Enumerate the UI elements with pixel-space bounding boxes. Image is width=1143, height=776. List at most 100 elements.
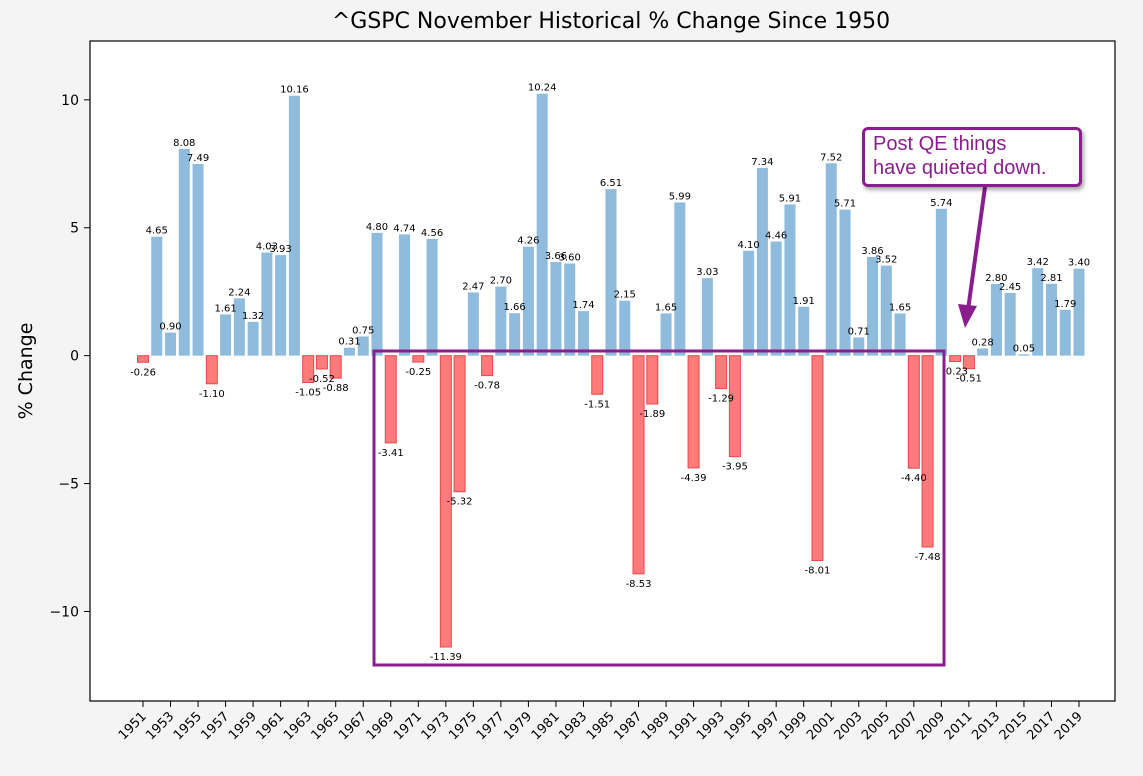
data-label-1984: -1.51 [584,399,610,410]
bar-1995 [743,250,755,356]
bar-2009 [935,208,947,356]
x-tick-label: 1969 [364,709,398,743]
bar-1996 [756,167,768,356]
bar-1994 [728,355,741,458]
bar-1971 [412,355,425,363]
data-label-1979: 4.26 [517,236,539,247]
x-tick-label: 1955 [171,709,205,743]
bar-1965 [329,355,342,379]
data-label-1971: -0.25 [405,367,431,378]
data-label-2006: 1.65 [889,302,911,313]
annotation-callout: Post QE things have quieted down. [862,127,1082,187]
data-label-1983: 1.74 [572,300,594,311]
bar-1970 [399,234,411,356]
data-label-1964: -0.52 [309,374,335,385]
bar-1957 [220,314,232,356]
data-label-1961: 3.93 [270,244,292,255]
data-label-1969: -3.41 [378,448,404,459]
y-axis: −10 −5 0 5 10 [49,93,90,620]
bar-2011 [962,355,975,370]
x-tick-label: 2009 [914,709,948,743]
data-label-1998: 5.91 [779,193,801,204]
data-label-2000: -8.01 [805,566,831,577]
x-tick-label: 1979 [501,709,535,743]
y-tick-label: −10 [49,604,79,620]
data-label-1955: 7.49 [187,153,209,164]
annotation-arrow [958,186,987,328]
data-label-1957: 1.61 [214,303,236,314]
bar-1991 [687,355,700,469]
x-tick-label: 1959 [226,709,260,743]
data-label-2016: 3.42 [1027,257,1049,268]
bar-2013 [990,284,1002,356]
x-tick-label: 1961 [253,709,287,743]
x-tick-label: 2019 [1052,709,1086,743]
data-label-1994: -3.95 [722,462,748,473]
x-tick-label: 2015 [997,709,1031,743]
data-label-1975: 2.47 [462,281,484,292]
bar-1973 [439,355,452,648]
data-label-1989: 1.65 [655,302,677,313]
x-tick-label: 1957 [198,709,232,743]
data-label-2011: -0.51 [956,374,982,385]
data-label-1996: 7.34 [751,157,773,168]
x-tick-label: 1963 [281,709,315,743]
data-label-2010: -0.23 [942,367,968,378]
bar-1984 [591,355,604,395]
bar-1985 [605,189,617,356]
data-label-1982: 3.60 [559,253,581,264]
bar-2000 [811,355,824,562]
bar-2018 [1059,309,1071,356]
bar-1968 [371,232,383,356]
data-label-2015: 0.05 [1013,343,1035,354]
data-label-2005: 3.52 [875,255,897,266]
bar-1978 [509,313,521,356]
bar-1986 [619,300,631,356]
bar-2007 [907,355,920,469]
x-tick-label: 2003 [832,709,866,743]
bar-1969 [384,355,397,444]
bar-1954 [178,148,190,356]
bar-1980 [536,93,548,356]
data-label-1960: 4.03 [256,242,278,253]
data-label-1954: 8.08 [173,138,195,149]
data-label-2007: -4.40 [901,473,927,484]
data-label-1965: -0.88 [323,383,349,394]
x-tick-label: 1993 [694,709,728,743]
data-label-1968: 4.80 [366,222,388,233]
x-tick-label: 1987 [611,709,645,743]
data-label-1951: -0.26 [130,367,156,378]
bar-1966 [343,347,355,356]
x-tick-label: 1965 [309,709,343,743]
data-label-1953: 0.90 [159,322,181,333]
bar-1992 [701,278,713,356]
x-tick-label: 1971 [391,709,425,743]
bar-1960 [261,252,273,356]
x-tick-label: 1967 [336,709,370,743]
data-label-2009: 5.74 [930,198,952,209]
data-label-1970: 4.74 [393,223,415,234]
data-label-1972: 4.56 [421,228,443,239]
bar-1989 [660,313,672,356]
bar-1958 [233,298,245,356]
data-label-1976: -0.78 [474,381,500,392]
data-label-1986: 2.15 [614,290,636,301]
bar-1979 [522,246,534,356]
chart-title: ^GSPC November Historical % Change Since… [332,9,890,34]
x-tick-label: 1991 [666,709,700,743]
bar-1962 [288,95,300,356]
data-label-1959: 1.32 [242,311,264,322]
x-tick-label: 1989 [639,709,673,743]
data-label-1973: -11.39 [430,652,462,663]
bar-2012 [977,348,989,356]
data-label-1977: 2.70 [490,276,512,287]
data-label-1990: 5.99 [669,191,691,202]
x-tick-label: 2011 [942,709,976,743]
bar-2008 [921,355,934,548]
data-label-1988: -1.89 [639,409,665,420]
annotation-line-1: Post QE things [873,133,1007,155]
bar-1972 [426,239,438,356]
bar-1990 [674,202,686,356]
x-axis: 1951195319551957195919611963196519671969… [116,701,1086,743]
